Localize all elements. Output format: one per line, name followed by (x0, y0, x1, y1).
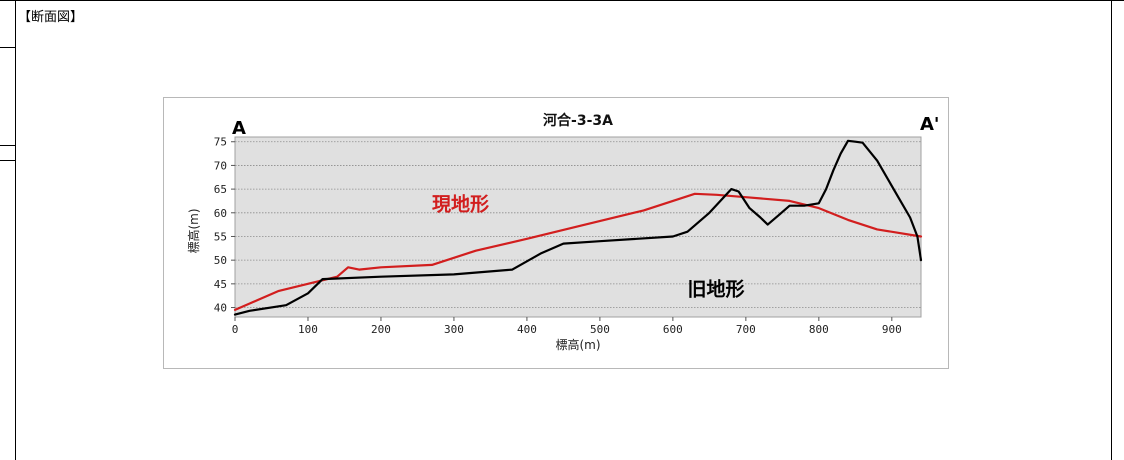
y-tick-label: 70 (214, 159, 227, 172)
chart-title: 河合-3-3A (543, 112, 613, 129)
y-tick-label: 45 (214, 278, 227, 291)
frame-tick (0, 47, 15, 48)
frame-top-line (0, 0, 1124, 1)
x-tick-label: 900 (882, 323, 902, 336)
y-tick-label: 55 (214, 230, 227, 243)
former-terrain-label: 旧地形 (687, 278, 744, 301)
y-tick-label: 65 (214, 183, 227, 196)
x-tick-label: 700 (736, 323, 756, 336)
y-axis-label: 標高(m) (186, 208, 201, 253)
chart-svg: 40 45 50 55 60 65 70 75 0 100 200 300 400 500 600 700 80… (186, 112, 939, 352)
x-axis-label: 標高(m) (555, 337, 600, 352)
y-tick-label: 75 (214, 136, 227, 149)
y-tick-label: 60 (214, 207, 227, 220)
x-tick-label: 500 (590, 323, 610, 336)
x-tick-label: 600 (663, 323, 683, 336)
x-tick-label: 0 (232, 323, 239, 336)
current-terrain-label: 現地形 (432, 192, 489, 215)
y-tick-label: 40 (214, 302, 227, 315)
frame-left-line (15, 0, 16, 460)
cross-section-chart: 40 45 50 55 60 65 70 75 0 100 200 300 400 500 600 700 80… (163, 97, 949, 369)
x-tick-label: 200 (371, 323, 391, 336)
frame-tick (0, 145, 15, 146)
start-marker: A (232, 118, 246, 139)
x-tick-label: 400 (517, 323, 537, 336)
frame-tick (0, 160, 15, 161)
former-terrain-line (233, 139, 923, 316)
x-tick-label: 800 (809, 323, 829, 336)
frame-right-line (1111, 0, 1112, 460)
end-marker: A' (920, 114, 939, 135)
x-tick-label: 300 (444, 323, 464, 336)
x-tick-label: 100 (298, 323, 318, 336)
y-tick-label: 50 (214, 254, 227, 267)
section-title: 【断面図】 (18, 10, 84, 25)
